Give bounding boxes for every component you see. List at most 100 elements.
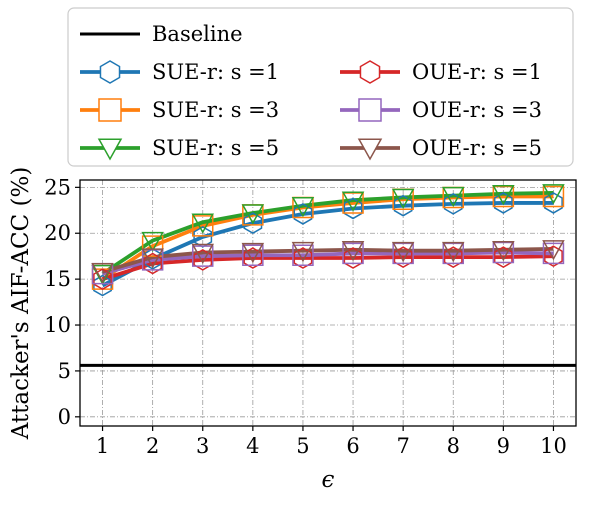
x-tick-label: 7 [396,434,409,458]
data-point-sue-r-s-5 [341,191,365,212]
data-point-oue-r-s-3 [392,242,414,265]
data-point-oue-r-s-5 [291,241,315,263]
data-point-sue-r-s-5 [391,188,415,209]
legend-swatch-marker [97,138,123,161]
y-tick-label: 20 [44,221,71,245]
series-line-sue-r-s-3 [101,194,554,281]
legend-label: SUE-r: s =5 [152,136,279,160]
data-point-sue-r-s-5 [291,196,315,218]
legend-swatch-marker [98,98,122,122]
legend-label: Baseline [152,22,243,46]
x-tick-label: 9 [497,434,510,458]
data-point-oue-r-s-3 [141,249,164,271]
data-point-sue-r-s-1 [493,192,513,214]
y-tick-label: 25 [44,175,71,199]
legend-swatch-marker [359,60,381,84]
data-point-oue-r-s-5 [341,241,365,262]
plot-frame [79,179,577,427]
data-point-oue-r-s-1 [93,268,112,290]
plot-area: 1 2 3 4 5 6 7 8 9 10 0 5 10 15 20 25 [44,175,577,458]
data-point-sue-r-s-1 [544,192,563,214]
data-point-oue-r-s-1 [493,246,513,268]
x-tick-label: 2 [146,434,159,458]
data-point-oue-r-s-3 [542,242,565,265]
data-point-oue-r-s-1 [143,252,163,275]
legend-swatch-marker [358,98,382,122]
data-point-sue-r-s-5 [492,185,515,206]
data-point-sue-r-s-1 [143,248,163,270]
data-point-sue-r-s-5 [241,204,265,225]
y-tick-label: 5 [58,359,71,383]
y-tick-label: 0 [58,405,71,429]
data-point-oue-r-s-3 [492,241,515,264]
data-point-sue-r-s-1 [443,193,463,215]
data-point-sue-r-s-1 [343,197,363,220]
legend-label: OUE-r: s =5 [412,136,542,160]
data-point-oue-r-s-1 [293,247,313,269]
data-point-oue-r-s-5 [391,241,415,263]
series-line-sue-r-s-5 [101,190,554,276]
x-tick-label: 6 [346,434,359,458]
data-point-sue-r-s-3 [191,215,214,237]
data-point-oue-r-s-3 [442,242,465,265]
legend-label: OUE-r: s =1 [412,60,542,84]
data-point-oue-r-s-5 [241,242,265,264]
legend: Baseline SUE-r: s =1 OUE-r: s =1 SUE-r: s =… [67,7,574,167]
data-point-sue-r-s-5 [191,213,215,234]
data-point-oue-r-s-5 [141,248,164,269]
data-point-sue-r-s-1 [393,194,413,217]
legend-label: SUE-r: s =1 [152,60,279,84]
data-point-oue-r-s-1 [443,246,463,268]
data-point-oue-r-s-5 [492,241,515,262]
data-point-oue-r-s-1 [193,248,213,271]
y-tick-label: 15 [44,267,71,291]
data-point-oue-r-s-1 [343,247,363,269]
series-line-oue-r-s-1 [101,254,554,281]
x-tick-label: 1 [96,434,109,458]
x-tick-label: 5 [296,434,309,458]
y-axis-label: Attacker's AIF-ACC (%) [8,167,34,441]
x-tick-label: 3 [196,434,209,458]
data-point-oue-r-s-3 [191,245,214,267]
data-point-oue-r-s-5 [191,243,215,265]
data-point-oue-r-s-5 [542,240,565,261]
series-line-oue-r-s-3 [102,250,554,276]
data-point-oue-r-s-1 [243,247,263,269]
legend-swatch-marker [357,138,383,161]
legend-swatch-marker [99,60,121,84]
legend-item-sue-r-s-1: SUE-r: s =1 [80,60,279,84]
y-tick-label: 10 [44,313,71,337]
legend-item-oue-r-s-5: OUE-r: s =5 [340,136,542,161]
data-point-sue-r-s-5 [91,264,114,286]
legend-item-oue-r-s-1: OUE-r: s =1 [340,60,542,84]
data-point-oue-r-s-3 [242,244,264,267]
grid [80,180,576,426]
legend-item-sue-r-s-3: SUE-r: s =3 [80,98,279,122]
series-line-sue-r-s-1 [101,201,554,288]
data-point-oue-r-s-3 [292,244,314,267]
legend-item-oue-r-s-3: OUE-r: s =3 [340,98,542,122]
series-line-oue-r-s-5 [102,246,554,274]
y-axis-ticks: 0 5 10 15 20 25 [44,175,80,429]
data-point-sue-r-s-3 [342,192,364,214]
data-point-oue-r-s-1 [393,246,413,268]
data-point-sue-r-s-3 [492,185,515,208]
data-point-sue-r-s-5 [441,186,465,208]
data-point-oue-r-s-3 [342,242,364,265]
data-point-sue-r-s-1 [293,203,313,225]
legend-label: OUE-r: s =3 [412,98,542,122]
x-tick-label: 10 [540,434,567,458]
x-tick-label: 4 [246,434,259,458]
data-point-sue-r-s-1 [243,212,263,235]
data-point-oue-r-s-1 [544,245,563,268]
data-point-oue-r-s-5 [441,241,465,263]
data-point-sue-r-s-5 [141,231,164,253]
series-markers [91,184,565,297]
data-point-sue-r-s-3 [542,185,565,208]
series-lines [101,190,554,288]
legend-label: SUE-r: s =3 [152,98,279,122]
data-point-sue-r-s-5 [542,184,565,205]
legend-item-sue-r-s-5: SUE-r: s =5 [80,136,279,161]
x-axis-ticks: 1 2 3 4 5 6 7 8 9 10 [96,426,567,458]
